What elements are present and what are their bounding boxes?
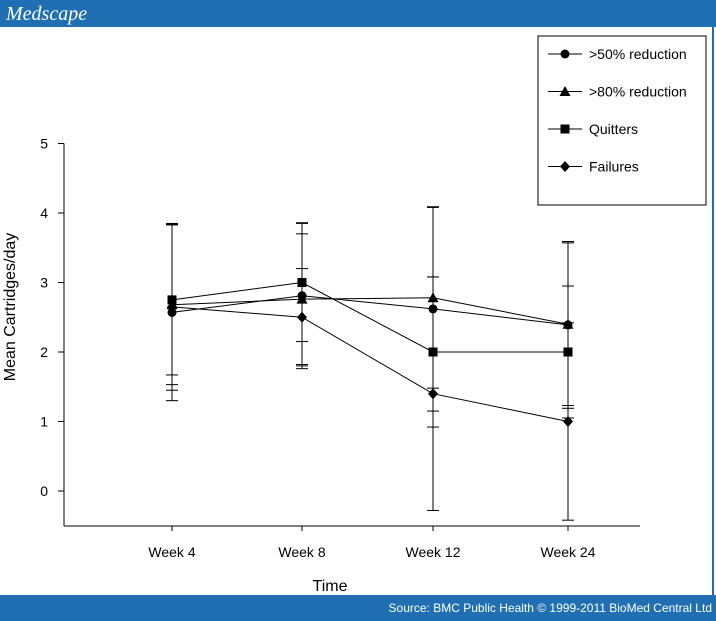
data-point-quitters bbox=[563, 347, 573, 357]
series-lines bbox=[171, 281, 569, 422]
legend-marker-circle bbox=[560, 49, 570, 59]
series-line-50-reduction bbox=[171, 295, 569, 326]
y-tick-label: 3 bbox=[40, 275, 48, 291]
data-point-50-reduction bbox=[428, 304, 438, 314]
series-line-80-reduction bbox=[171, 297, 569, 325]
data-point-80-reduction bbox=[296, 293, 308, 304]
header-bar: Medscape bbox=[0, 0, 716, 27]
y-tick-label: 1 bbox=[40, 414, 48, 430]
axes: 0 1 2 3 4 5 Week 4 Week 8 Week 12 Week 24 Time Mean… bbox=[2, 136, 640, 595]
line-chart: 0 1 2 3 4 5 Week 4 Week 8 Week 12 Week 24 Time Mean… bbox=[2, 35, 707, 595]
footer-bar: Source: BMC Public Health © 1999-2011 Bi… bbox=[0, 595, 716, 621]
x-tick-label: Week 8 bbox=[278, 544, 325, 560]
legend-marker-square bbox=[560, 124, 570, 134]
legend-label: >80% reduction bbox=[589, 84, 687, 100]
data-point-failures bbox=[563, 416, 573, 427]
data-point-50-reduction bbox=[167, 307, 177, 317]
data-point-80-reduction bbox=[427, 292, 439, 303]
series-line-failures bbox=[171, 306, 569, 422]
data-point-failures bbox=[297, 311, 307, 323]
y-tick-label: 4 bbox=[40, 205, 48, 221]
data-point-failures bbox=[428, 388, 438, 400]
data-point-quitters bbox=[428, 347, 438, 357]
legend: >50% reduction >80% reduction Quitters Fail… bbox=[537, 35, 707, 206]
x-tick-label: Week 12 bbox=[406, 544, 461, 560]
y-axis-title: Mean Cartridges/day bbox=[2, 233, 19, 382]
y-tick-label: 5 bbox=[40, 136, 48, 152]
content-frame bbox=[0, 27, 714, 595]
x-tick-label: Week 4 bbox=[148, 544, 195, 560]
legend-marker-triangle bbox=[559, 86, 571, 96]
legend-box bbox=[537, 35, 707, 206]
series-markers bbox=[166, 278, 574, 427]
series-line-quitters bbox=[171, 281, 568, 353]
legend-label: Failures bbox=[589, 159, 639, 175]
error-bars bbox=[166, 206, 574, 521]
data-point-quitters bbox=[297, 278, 307, 287]
x-tick-label: Week 24 bbox=[541, 544, 596, 560]
y-tick-label: 2 bbox=[40, 344, 48, 360]
source-credit: Source: BMC Public Health © 1999-2011 Bi… bbox=[388, 601, 712, 615]
legend-label: Quitters bbox=[589, 121, 638, 137]
x-axis-title: Time bbox=[313, 578, 348, 595]
y-tick-label: 0 bbox=[40, 483, 48, 499]
data-point-quitters bbox=[167, 295, 177, 305]
data-point-80-reduction bbox=[562, 318, 574, 329]
data-point-failures bbox=[167, 301, 177, 313]
medscape-logo: Medscape bbox=[6, 3, 88, 25]
legend-label: >50% reduction bbox=[589, 46, 687, 62]
chart-container: 0 1 2 3 4 5 Week 4 Week 8 Week 12 Week 24 Time Mean… bbox=[0, 27, 714, 595]
legend-marker-diamond bbox=[560, 161, 570, 172]
